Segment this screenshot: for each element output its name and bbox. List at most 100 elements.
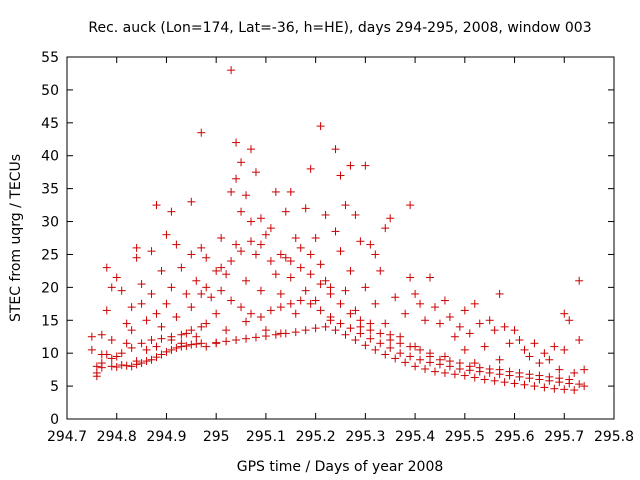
data-point [376, 266, 385, 275]
data-point [381, 224, 390, 233]
data-point [361, 283, 370, 292]
data-point [242, 334, 251, 343]
data-point [237, 247, 246, 256]
data-point [291, 328, 300, 337]
data-point [167, 345, 176, 354]
data-point [296, 243, 305, 252]
x-tick-label: 295.1 [246, 429, 286, 445]
data-point [306, 299, 315, 308]
data-point [286, 187, 295, 196]
data-point [242, 317, 251, 326]
data-point [460, 345, 469, 354]
y-tick-label: 10 [41, 346, 59, 362]
data-point [535, 371, 544, 380]
data-point [167, 207, 176, 216]
data-point [232, 240, 241, 249]
data-point [306, 250, 315, 259]
data-point [152, 353, 161, 362]
data-point [227, 257, 236, 266]
data-point [187, 250, 196, 259]
data-point [256, 214, 265, 223]
data-point [346, 309, 355, 318]
data-point [202, 342, 211, 351]
data-point [197, 322, 206, 331]
data-point [366, 334, 375, 343]
data-point [142, 345, 151, 354]
data-point [515, 336, 524, 345]
data-point [455, 359, 464, 368]
data-point [381, 319, 390, 328]
y-tick-label: 55 [41, 50, 59, 66]
data-point [505, 367, 514, 376]
y-tick-label: 30 [41, 215, 59, 231]
data-point [371, 250, 380, 259]
data-point [162, 299, 171, 308]
y-tick-label: 35 [41, 182, 59, 198]
data-point [157, 322, 166, 331]
data-point [500, 322, 509, 331]
data-point [510, 326, 519, 335]
data-point [416, 355, 425, 364]
data-point [122, 319, 131, 328]
data-point [470, 359, 479, 368]
data-point [261, 332, 270, 341]
data-point [351, 336, 360, 345]
data-point [411, 289, 420, 298]
data-point [336, 247, 345, 256]
data-point [321, 210, 330, 219]
data-point [87, 345, 96, 354]
data-point [490, 376, 499, 385]
data-point [107, 362, 116, 371]
data-point [162, 230, 171, 239]
data-point [197, 289, 206, 298]
data-point [286, 299, 295, 308]
data-point [132, 360, 141, 369]
data-point [291, 309, 300, 318]
data-point [107, 336, 116, 345]
x-tick-label: 295.8 [594, 429, 634, 445]
data-point [366, 319, 375, 328]
x-tick-label: 294.9 [146, 429, 186, 445]
data-point [232, 336, 241, 345]
data-point [540, 349, 549, 358]
data-point [490, 326, 499, 335]
data-point [202, 319, 211, 328]
data-point [127, 362, 136, 371]
data-point [435, 319, 444, 328]
data-point [336, 319, 345, 328]
y-ticks: 0 5 10 15 20 25 30 35 40 45 50 55 [41, 50, 614, 428]
data-point [182, 289, 191, 298]
x-tick-label: 295.5 [445, 429, 485, 445]
data-point [346, 161, 355, 170]
data-point [580, 382, 589, 391]
data-point [520, 345, 529, 354]
data-point [197, 339, 206, 348]
data-point [341, 201, 350, 210]
data-point [286, 273, 295, 282]
data-point [346, 324, 355, 333]
y-axis-label: STEC from uqrg / TECUs [8, 154, 24, 322]
y-tick-label: 0 [50, 412, 59, 428]
x-tick-label: 295.7 [544, 429, 584, 445]
data-point [485, 316, 494, 325]
data-point [351, 210, 360, 219]
data-point [222, 270, 231, 279]
data-point [177, 263, 186, 272]
x-ticks: 294.7 294.8 294.9 295 295.1 295.2 295.3 295.4 29… [47, 57, 634, 445]
data-point [366, 240, 375, 249]
data-point [401, 358, 410, 367]
data-point [127, 326, 136, 335]
data-point [152, 201, 161, 210]
y-tick-label: 40 [41, 149, 59, 165]
data-point [187, 340, 196, 349]
data-point [301, 286, 310, 295]
data-point [266, 224, 275, 233]
data-point [182, 329, 191, 338]
data-point [162, 347, 171, 356]
x-axis-label: GPS time / Days of year 2008 [237, 459, 444, 475]
data-point [475, 363, 484, 372]
data-point [122, 339, 131, 348]
data-point [426, 273, 435, 282]
data-point [396, 339, 405, 348]
